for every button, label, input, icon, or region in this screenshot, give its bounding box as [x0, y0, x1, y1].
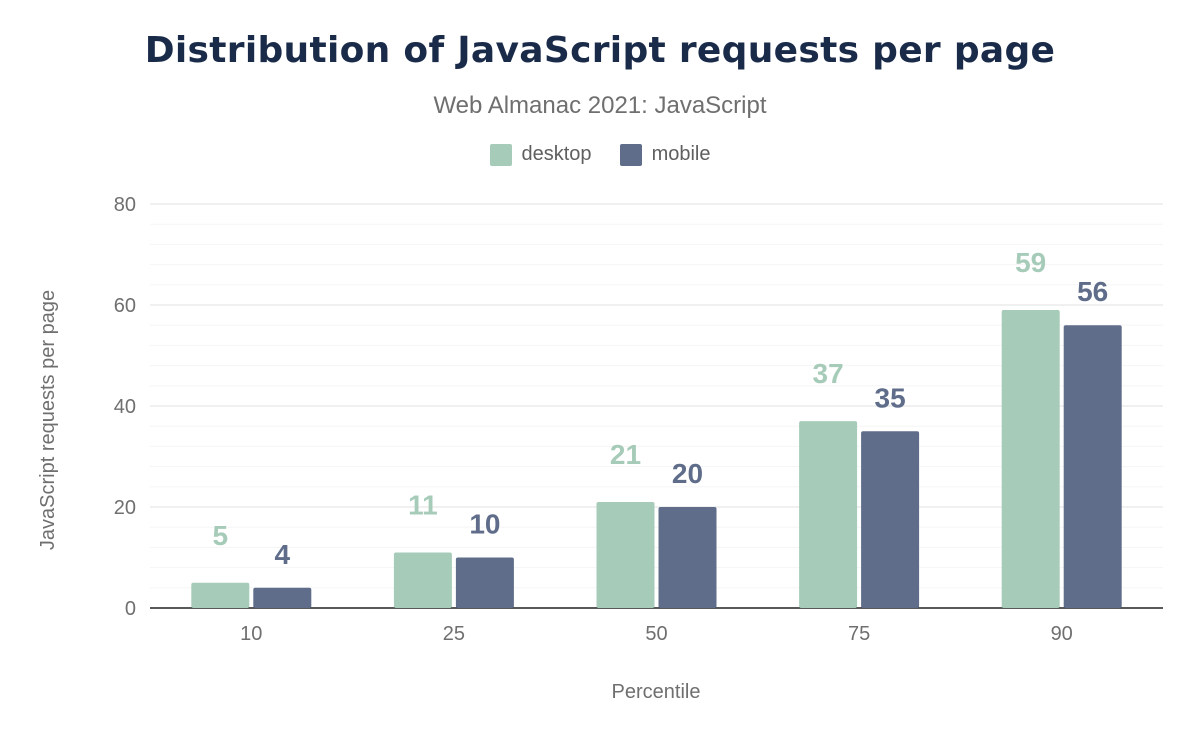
data-label-desktop: 21 — [610, 439, 641, 470]
data-label-mobile: 4 — [275, 539, 291, 570]
legend: desktop mobile — [0, 143, 1200, 166]
x-tick-label: 90 — [1051, 623, 1073, 645]
y-tick-label: 20 — [114, 497, 136, 519]
data-label-desktop: 11 — [408, 489, 438, 520]
data-label-desktop: 37 — [813, 358, 844, 389]
x-tick-label: 10 — [240, 623, 262, 645]
chart-title: Distribution of JavaScript requests per … — [144, 30, 1056, 71]
bar-mobile — [253, 587, 312, 608]
legend-swatch-desktop — [489, 143, 512, 166]
bar-mobile — [1063, 325, 1122, 608]
bar-desktop — [191, 582, 250, 608]
y-tick-label: 80 — [114, 194, 136, 216]
y-axis-title: JavaScript requests per page — [37, 290, 59, 550]
bar-mobile — [658, 507, 717, 608]
data-label-desktop: 59 — [1015, 247, 1046, 278]
y-tick-label: 40 — [114, 396, 136, 418]
y-tick-label: 60 — [114, 295, 136, 317]
bar-desktop — [799, 421, 858, 608]
bar-desktop — [1001, 310, 1060, 608]
x-tick-label: 50 — [645, 623, 667, 645]
bar-mobile — [455, 557, 514, 608]
legend-label-desktop: desktop — [521, 143, 592, 165]
bar-desktop — [596, 501, 655, 608]
legend-label-mobile: mobile — [651, 143, 711, 165]
data-label-mobile: 56 — [1077, 276, 1108, 307]
legend-swatch-mobile — [619, 143, 642, 166]
x-axis-title: Percentile — [612, 681, 701, 703]
x-tick-label: 25 — [443, 623, 465, 645]
legend-item-mobile[interactable]: mobile — [619, 143, 711, 166]
legend-item-desktop[interactable]: desktop — [489, 143, 592, 166]
data-label-mobile: 20 — [672, 458, 703, 489]
data-label-mobile: 35 — [875, 382, 906, 413]
y-tick-label: 0 — [125, 598, 136, 620]
bar-mobile — [861, 431, 920, 608]
data-label-desktop: 5 — [213, 520, 229, 551]
chart-subtitle: Web Almanac 2021: JavaScript — [433, 92, 767, 119]
x-tick-label: 75 — [848, 623, 870, 645]
bar-desktop — [393, 552, 452, 608]
data-label-mobile: 10 — [469, 509, 500, 540]
